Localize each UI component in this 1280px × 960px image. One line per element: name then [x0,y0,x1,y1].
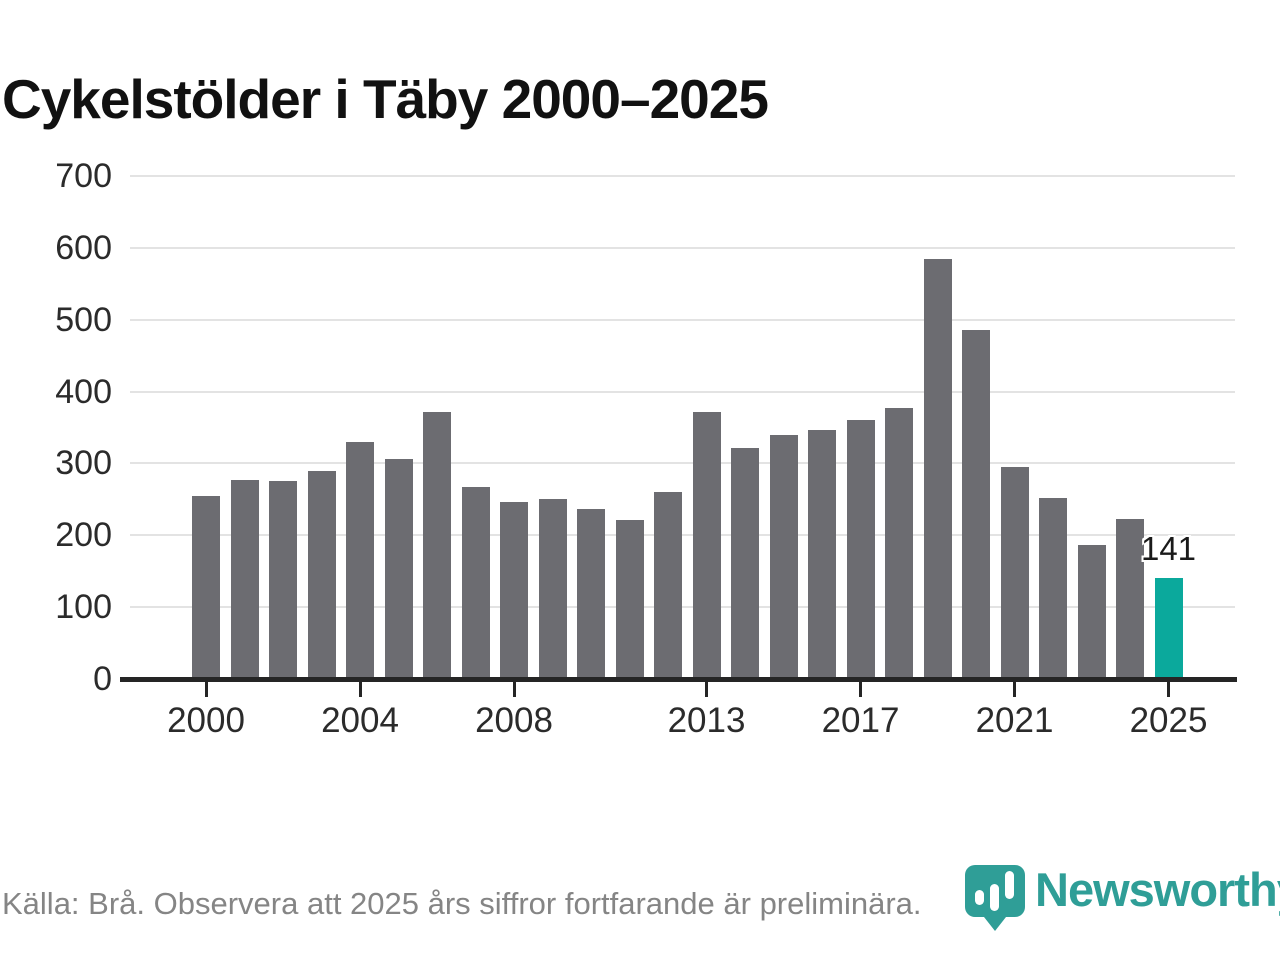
x-tick-2013 [705,682,708,697]
y-tick-label-300: 300 [55,444,112,483]
bar-value-label: 141 [1140,530,1197,567]
gridline-100 [130,606,1235,609]
bar-2007 [461,487,490,679]
bar-2001 [230,480,259,679]
gridline-500 [130,318,1235,321]
newsworthy-wordmark: Newsworthy [1035,863,1280,916]
bar-2008 [500,502,528,679]
x-tick-label-2025: 2025 [1129,701,1208,740]
gridline-300 [130,462,1235,465]
x-tick-label-2021: 2021 [975,701,1054,740]
x-tick-label-2004: 2004 [321,701,399,740]
bar-2000 [192,496,220,679]
source-note: Källa: Brå. Observera att 2025 års siffr… [2,886,922,921]
bar-2002 [269,481,297,679]
y-tick-label-400: 400 [55,372,112,411]
y-tick-label-0: 0 [93,660,112,698]
x-tick-label-2017: 2017 [821,701,900,740]
gridline-200 [130,534,1235,537]
y-tick-label-100: 100 [55,588,112,627]
bar-2023 [1077,545,1106,679]
bar-2009 [538,499,567,679]
x-axis-line [120,677,1237,682]
bar-2017 [846,420,875,679]
bar-2024 [1116,519,1144,679]
bar-2021 [1000,467,1029,679]
bar-chart: 0 100 200 300 400 500 600 700 141 2000 2004 2008 2… [55,157,1237,740]
x-tick-2025 [1167,682,1170,697]
y-tick-label-200: 200 [55,516,112,555]
page-title: Cykelstölder i Täby 2000–2025 [2,67,769,130]
bar-2006 [423,412,451,679]
y-tick-label-600: 600 [55,228,112,267]
y-tick-label-700: 700 [55,157,112,195]
bar-2010 [577,509,605,679]
gridline-400 [130,390,1235,393]
bar-2019 [923,259,952,679]
bar-2004 [346,442,374,679]
bar-2013 [692,412,721,679]
bar-2015 [769,435,798,679]
x-tick-label-2013: 2013 [667,701,746,740]
bar-2012 [654,492,682,679]
x-tick-2004 [358,682,362,697]
x-tick-2017 [859,682,862,697]
newsworthy-pin-barchart-icon [965,865,1025,931]
gridline-700 [130,175,1235,177]
bar-2011 [615,520,644,679]
bar-2022 [1039,498,1067,679]
gridline-600 [130,246,1235,249]
bar-2005 [384,459,413,679]
x-tick-2008 [512,682,516,697]
bar-2003 [307,471,336,679]
x-tick-label-2008: 2008 [475,701,553,740]
bar-2014 [731,448,759,679]
x-tick-label-2000: 2000 [167,701,245,740]
x-tick-2021 [1013,682,1016,697]
bar-2020 [962,330,990,679]
highlighted-bar-2025 [1154,578,1183,679]
y-tick-label-500: 500 [55,300,112,339]
bar-2018 [885,408,913,679]
bar-2016 [808,430,836,679]
x-tick-2000 [204,682,208,697]
